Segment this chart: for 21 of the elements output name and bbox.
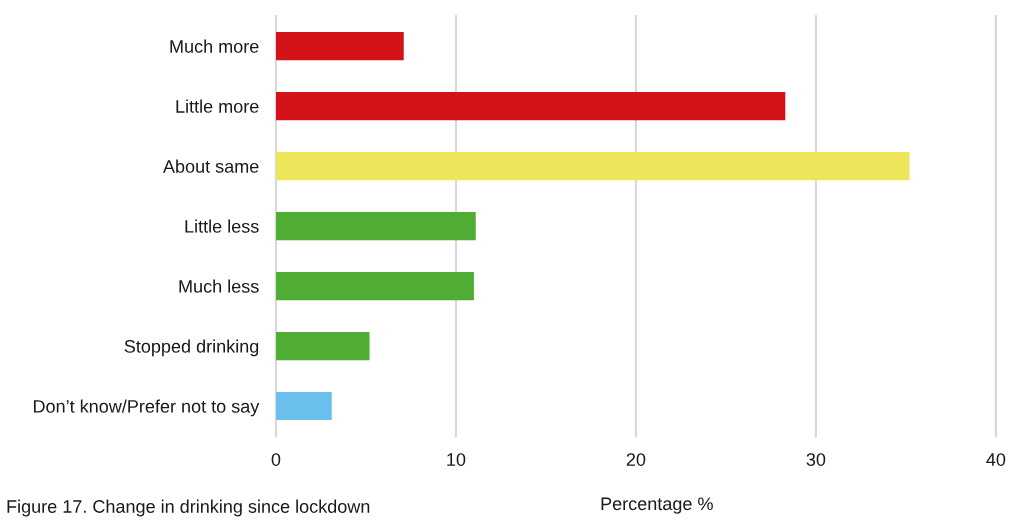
bar <box>275 211 476 241</box>
y-tick-label: About same <box>162 159 259 173</box>
y-tick-label: Little more <box>176 99 259 113</box>
bar <box>275 32 404 61</box>
bar <box>275 271 474 301</box>
y-tick-label: Stopped drinking <box>124 339 259 357</box>
bar <box>275 331 370 361</box>
y-tick-label: Much less <box>179 279 259 293</box>
y-tick-label: Much more <box>170 39 259 53</box>
x-axis-title: Percentage % <box>601 497 713 514</box>
bar <box>275 151 910 181</box>
y-tick-label: Little less <box>185 219 259 233</box>
x-tick-label: 20 <box>626 453 646 466</box>
x-tick-label: 40 <box>986 453 1006 466</box>
bar <box>275 391 332 421</box>
caption: Figure 17. Change in drinking since lockdown <box>7 499 370 517</box>
x-tick-label: 0 <box>271 453 281 466</box>
y-tick-label: Don’t know/Prefer not to say <box>33 399 260 417</box>
bar <box>275 92 786 121</box>
x-tick-label: 30 <box>806 453 826 466</box>
x-tick-label: 10 <box>447 453 466 466</box>
